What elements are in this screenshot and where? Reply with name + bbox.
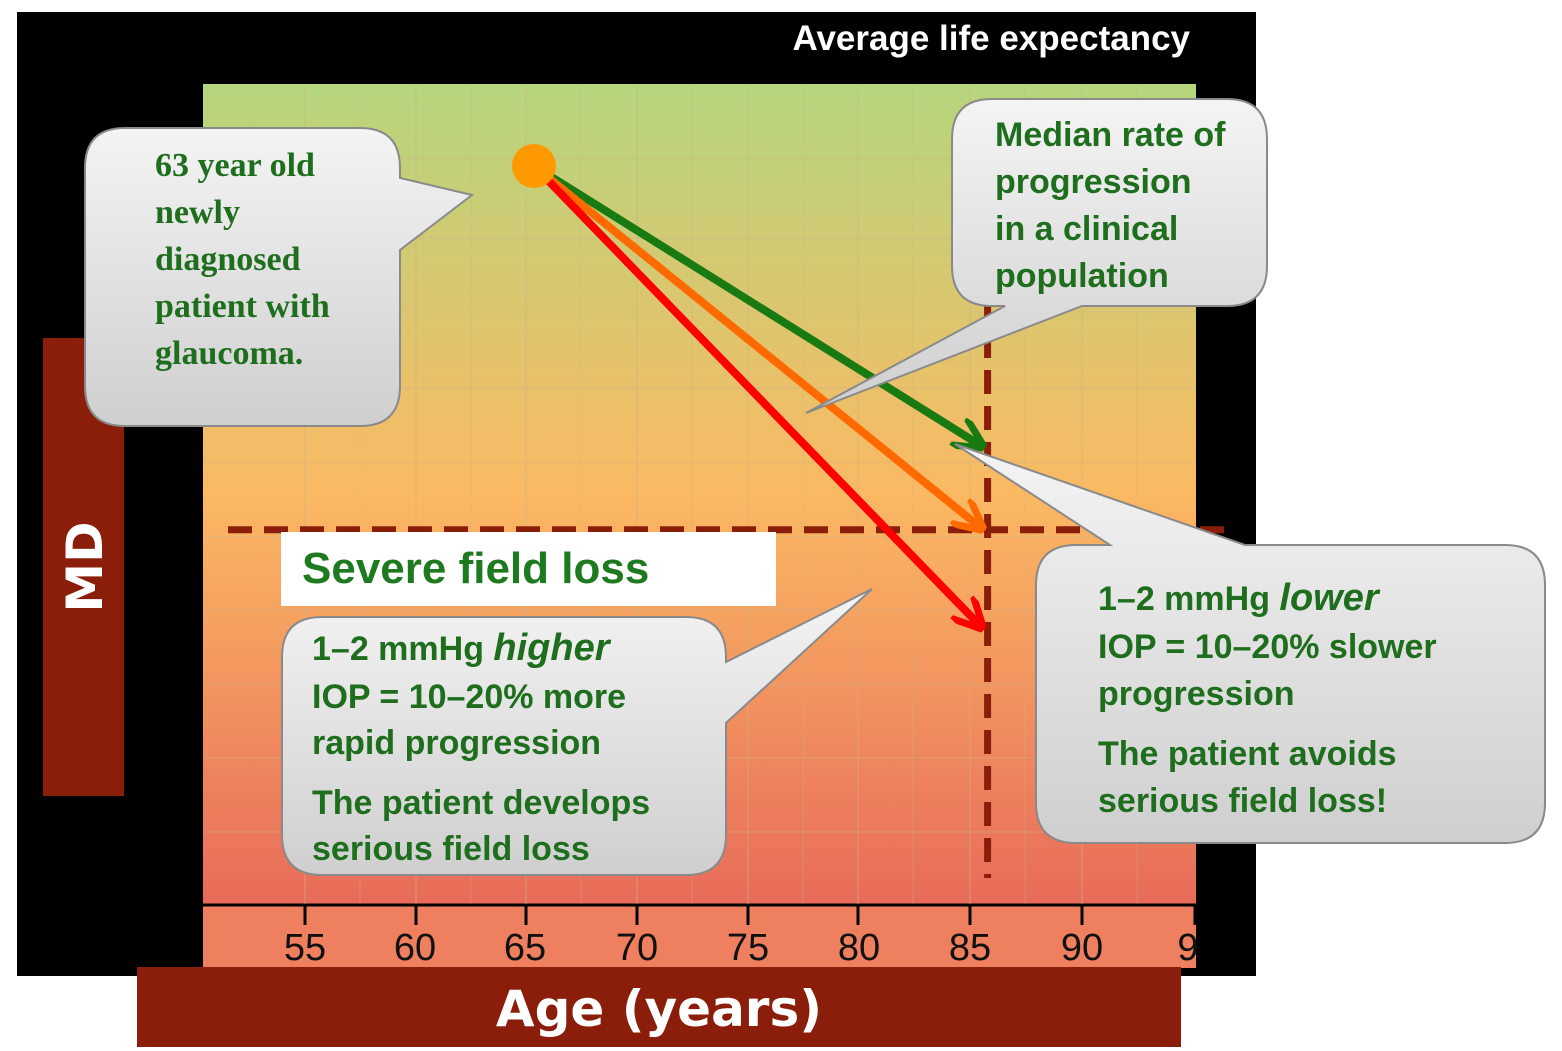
svg-text:IOP = 10–20% slower prog: IOP = 10–20% slower progression The pati… bbox=[1098, 628, 1446, 820]
callout-higher-emph: higher bbox=[493, 627, 611, 669]
callout-lower-line: The patient avoids bbox=[1098, 735, 1397, 773]
callout-lower-line: progression bbox=[1098, 675, 1294, 713]
callout-median-line: in a clinical bbox=[995, 210, 1178, 248]
callout-median-line: population bbox=[995, 257, 1169, 295]
progression-arrow bbox=[530, 162, 980, 527]
svg-text:IOP = 10–20% more rapid: IOP = 10–20% more rapid progression The … bbox=[312, 678, 660, 868]
x-axis-label: Age (years) bbox=[496, 980, 822, 1038]
callout-higher-line: rapid progression bbox=[312, 724, 601, 762]
severe-label-box bbox=[281, 532, 776, 606]
callout-lower-emph: lower bbox=[1279, 577, 1380, 619]
x-tick-label: 85 bbox=[949, 927, 991, 969]
callout-lower-line: serious field loss! bbox=[1098, 782, 1387, 820]
progression-arrow bbox=[530, 162, 980, 445]
callout-median-line: progression bbox=[995, 163, 1191, 201]
callout-patient-line: 63 year old bbox=[155, 147, 315, 184]
svg-text:1–2 mmHg lower: 1–2 mmHg lower bbox=[1098, 577, 1381, 619]
x-tick-label: 80 bbox=[838, 927, 880, 969]
callout-patient-line: diagnosed bbox=[155, 241, 301, 278]
callout-higher-text: 1–2 mmHg bbox=[312, 630, 493, 668]
progression-arrows bbox=[530, 162, 980, 625]
callout-patient-line: patient with bbox=[155, 288, 330, 325]
severe-label: Severe field loss bbox=[302, 544, 649, 593]
x-tick-label: 70 bbox=[616, 927, 658, 969]
x-tick-label: 55 bbox=[284, 927, 326, 969]
callout-median-bubble bbox=[805, 98, 1268, 414]
progression-arrow bbox=[530, 162, 980, 625]
x-tick-label: 65 bbox=[504, 927, 546, 969]
x-tick-label: 9 bbox=[1177, 927, 1198, 969]
x-label-band bbox=[137, 967, 1181, 1047]
start-point bbox=[512, 144, 556, 188]
svg-text:63 year old newly: 63 year old newly diagnosed patient with… bbox=[155, 147, 338, 372]
callout-lower: 1–2 mmHg lower IOP = 10–20% slower progr… bbox=[954, 443, 1546, 844]
svg-text:Median rate of progressi: Median rate of progression in a clinical… bbox=[995, 116, 1235, 295]
x-tick-label: 60 bbox=[394, 927, 436, 969]
callout-lower-text: 1–2 mmHg bbox=[1098, 580, 1279, 618]
x-ticks: 55 60 65 70 75 80 85 90 9 bbox=[284, 905, 1199, 969]
callout-higher-bubble bbox=[281, 588, 873, 876]
callout-higher-line: The patient develops bbox=[312, 784, 650, 822]
callout-patient-line: glaucoma. bbox=[155, 335, 303, 372]
x-tick-label: 75 bbox=[727, 927, 769, 969]
y-axis-label: MD bbox=[56, 521, 114, 612]
svg-text:1–2 mmHg higher: 1–2 mmHg higher bbox=[312, 627, 612, 669]
callout-lower-line: IOP = 10–20% slower bbox=[1098, 628, 1437, 666]
chart-title: Average life expectancy bbox=[792, 19, 1190, 58]
callout-median-line: Median rate of bbox=[995, 116, 1226, 154]
callout-lower-bubble bbox=[954, 443, 1546, 844]
callout-higher: 1–2 mmHg higher IOP = 10–20% more rapid … bbox=[281, 588, 873, 876]
callout-patient: 63 year old newly diagnosed patient with… bbox=[84, 127, 475, 427]
x-tick-label: 90 bbox=[1061, 927, 1103, 969]
callout-higher-line: serious field loss bbox=[312, 830, 590, 868]
x-axis-strip bbox=[203, 904, 1196, 968]
callout-patient-line: newly bbox=[155, 194, 240, 231]
callout-patient-bubble bbox=[84, 127, 475, 427]
callout-higher-line: IOP = 10–20% more bbox=[312, 678, 626, 716]
callout-median: Median rate of progression in a clinical… bbox=[805, 98, 1268, 414]
